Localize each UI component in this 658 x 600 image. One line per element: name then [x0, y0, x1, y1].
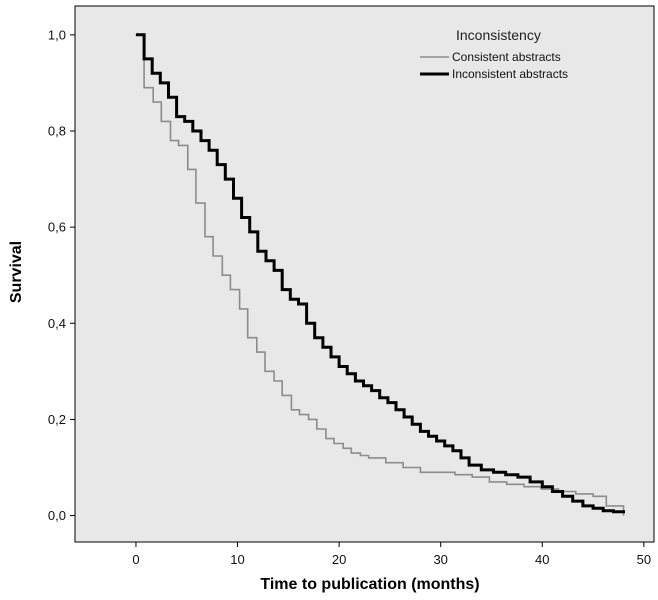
- y-axis-title: Survival: [8, 241, 25, 303]
- axis-layer: 0,0 0,2 0,4 0,6 0,8 1,0 0 10 20 30 40 50: [48, 27, 651, 567]
- y-tick-label: 0,0: [48, 508, 66, 523]
- series-line-inconsistent: [135, 33, 625, 514]
- legend: Inconsistency Consistent abstracts Inconsi…: [420, 27, 568, 81]
- y-tick-label: 0,4: [48, 316, 66, 331]
- series-line-consistent: [135, 34, 625, 516]
- series-layer: [135, 33, 625, 516]
- x-tick-label: 40: [535, 552, 549, 567]
- y-tick-label: 0,6: [48, 220, 66, 235]
- legend-label-inconsistent: Inconsistent abstracts: [452, 67, 568, 81]
- x-tick-label: 50: [637, 552, 651, 567]
- x-tick-label: 10: [230, 552, 244, 567]
- x-tick-label: 20: [332, 552, 346, 567]
- y-tick-label: 0,8: [48, 123, 66, 138]
- plot-area: [74, 5, 655, 543]
- plot-background: [74, 5, 655, 543]
- axis-titles: Time to publication (months) Survival: [8, 241, 480, 593]
- x-tick-label: 30: [433, 552, 447, 567]
- legend-label-consistent: Consistent abstracts: [452, 50, 561, 64]
- x-axis-title: Time to publication (months): [260, 576, 479, 593]
- y-tick-label: 1,0: [48, 27, 66, 42]
- legend-title: Inconsistency: [456, 27, 541, 43]
- y-tick-label: 0,2: [48, 412, 66, 427]
- x-tick-label: 0: [132, 552, 139, 567]
